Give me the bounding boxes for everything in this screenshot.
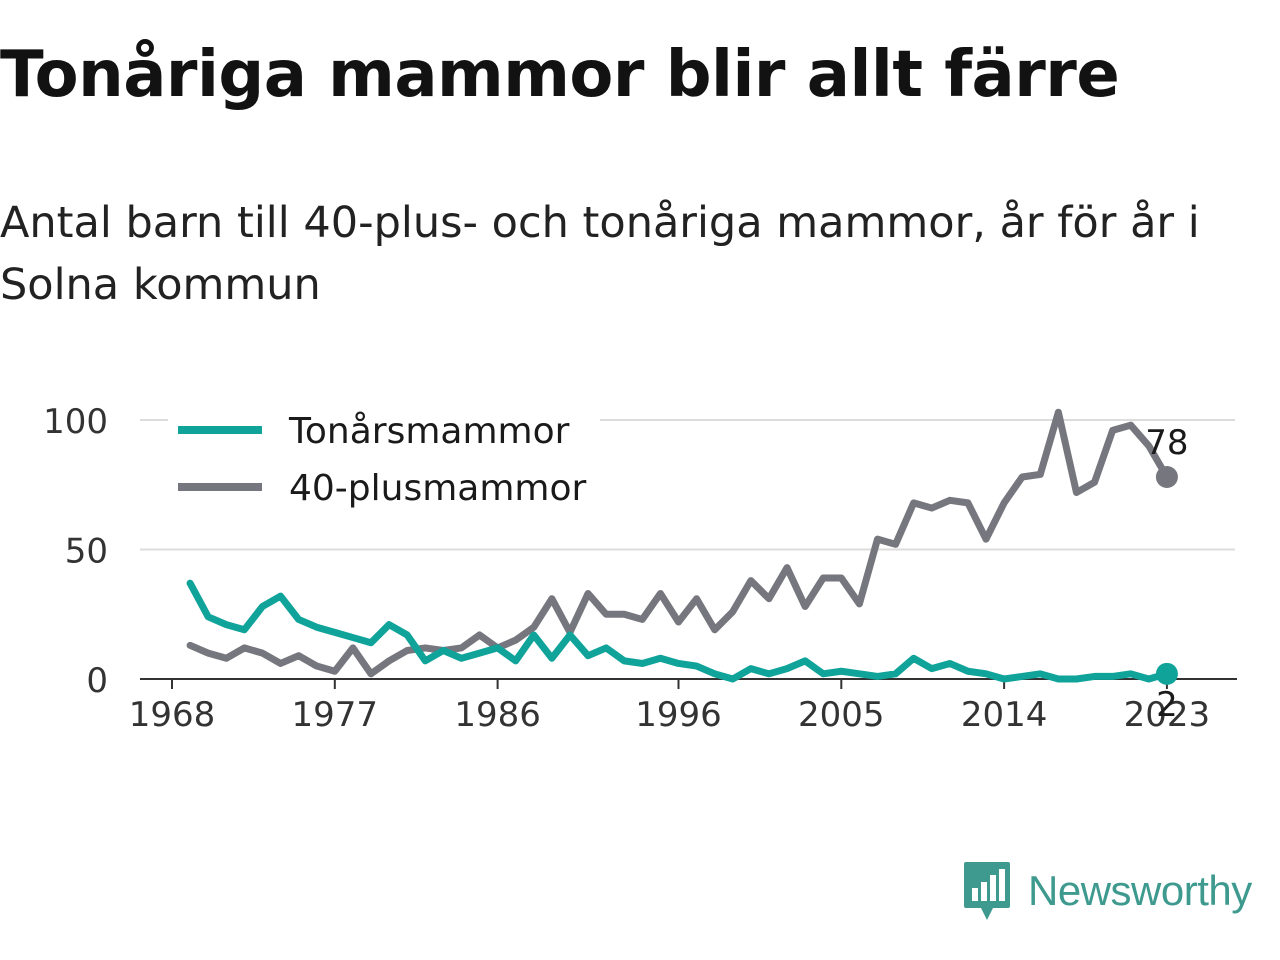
x-tick-label: 1968 — [129, 695, 216, 735]
series-lines — [186, 408, 1171, 683]
y-tick-label: 0 — [86, 661, 108, 701]
chart-title: Tonåriga mammor blir allt färre — [0, 38, 1120, 112]
y-tick-label: 100 — [43, 402, 108, 442]
x-tick-label: 2023 — [1124, 695, 1211, 735]
x-tick-label: 1977 — [292, 695, 379, 735]
bar-chart-speech-bubble-icon — [964, 862, 1010, 920]
legend: Tonårsmammor 40-plusmammor — [168, 398, 600, 528]
end-marker-tonarsmammor — [1155, 662, 1178, 685]
x-tick-label: 2005 — [798, 695, 885, 735]
legend-label: Tonårsmammor — [288, 411, 570, 452]
end-marker-40-plusmammor — [1155, 465, 1178, 488]
newsworthy-logo: Newsworthy — [962, 860, 1252, 922]
legend-background — [168, 398, 600, 528]
legend-label: 40-plusmammor — [289, 468, 587, 509]
end-value-label: 2 — [1156, 685, 1178, 725]
chart-subtitle: Antal barn till 40-plus- och tonåriga ma… — [0, 198, 1200, 310]
series-line-tonarsmammor — [186, 579, 1171, 683]
series-line-40-plusmammor — [186, 408, 1171, 678]
end-value-label: 78 — [1145, 423, 1188, 463]
end-labels: 2 78 — [1145, 423, 1188, 725]
x-tick-label: 1986 — [454, 695, 541, 735]
brand-name: Newsworthy — [1028, 867, 1252, 914]
x-axis: 0 50 100 1968 1977 1986 1996 2005 2014 2023 — [43, 402, 1237, 735]
x-tick-label: 1996 — [635, 695, 722, 735]
x-tick-label: 2014 — [961, 695, 1048, 735]
y-tick-label: 50 — [65, 532, 108, 572]
line-chart: 0 50 100 1968 1977 1986 1996 2005 2014 2023 Tonår… — [43, 398, 1237, 735]
